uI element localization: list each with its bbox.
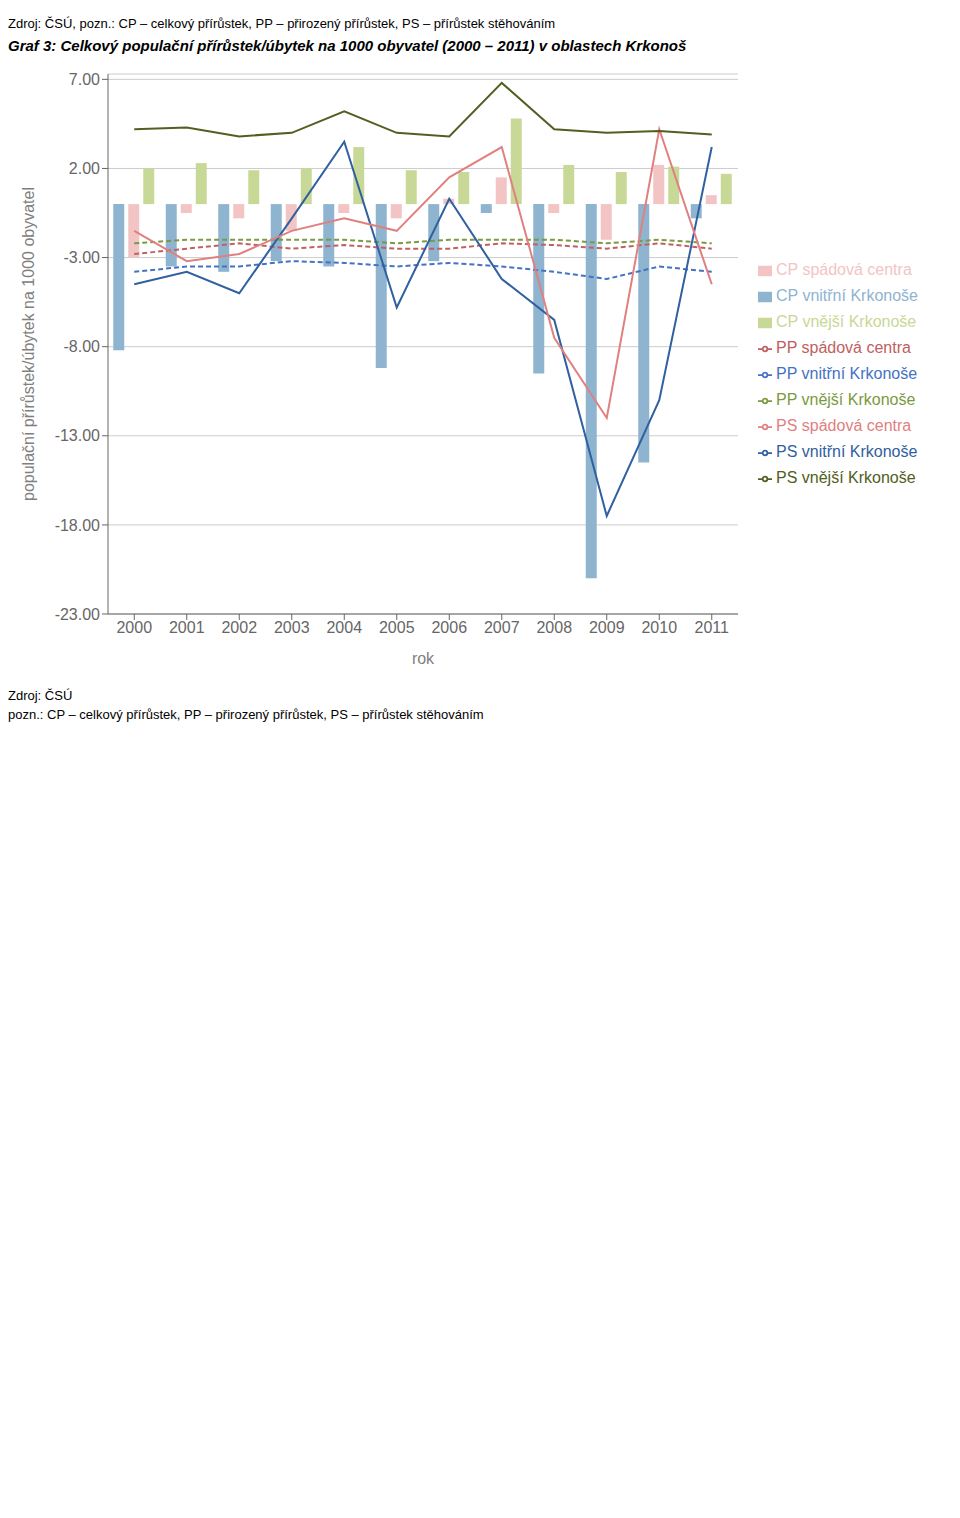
svg-text:2004: 2004 [326,619,362,636]
html-text:Zdroj: ČSÚ, pozn.: CP – celkov: Zdroj: ČSÚ, pozn.: CP – celkový přírůste… [8,16,556,31]
svg-text:2003: 2003 [274,619,310,636]
svg-text:2000: 2000 [116,619,152,636]
svg-text:2007: 2007 [484,619,520,636]
html-text:pozn.: CP – celkový přírůstek,: pozn.: CP – celkový přírůstek, PP – přir… [8,707,484,722]
svg-text:rok: rok [412,650,435,667]
svg-text:2002: 2002 [221,619,257,636]
html-text:PS spádová centra: PS spádová centra [776,417,912,434]
html-text:PS vnitřní Krkonoše: PS vnitřní Krkonoše [776,443,918,460]
svg-text:-3.00: -3.00 [64,249,101,266]
svg-text:2001: 2001 [169,619,205,636]
svg-text:2011: 2011 [695,619,730,636]
html-text:PP spádová centra: PP spádová centra [776,339,911,356]
svg-text:-18.00: -18.00 [55,517,100,534]
svg-text:-13.00: -13.00 [55,427,100,444]
svg-text:-23.00: -23.00 [55,606,100,623]
html-text:CP vnější Krkonoše: CP vnější Krkonoše [776,313,917,330]
html-text:CP vnitřní Krkonoše: CP vnitřní Krkonoše [776,287,918,304]
svg-text:7.00: 7.00 [69,71,100,88]
svg-text:2005: 2005 [379,619,415,636]
svg-text:2009: 2009 [589,619,625,636]
html-text:Zdroj: ČSÚ: Zdroj: ČSÚ [8,688,73,703]
html-text:Graf 3: Celkový populační přír: Graf 3: Celkový populační přírůstek/úbyt… [8,37,687,54]
svg-text:2008: 2008 [536,619,572,636]
svg-text:2010: 2010 [641,619,677,636]
svg-text:2006: 2006 [431,619,467,636]
html-text:PP vnější Krkonoše: PP vnější Krkonoše [776,391,916,408]
svg-text:populační přírůstek/úbytek na: populační přírůstek/úbytek na 1000 obyva… [20,187,37,501]
html-text:PP vnitřní Krkonoše: PP vnitřní Krkonoše [776,365,918,382]
svg-text:-8.00: -8.00 [64,338,101,355]
html-text:CP spádová centra: CP spádová centra [776,261,912,278]
html-text:PS vnější Krkonoše: PS vnější Krkonoše [776,469,916,486]
svg-text:2.00: 2.00 [69,160,100,177]
